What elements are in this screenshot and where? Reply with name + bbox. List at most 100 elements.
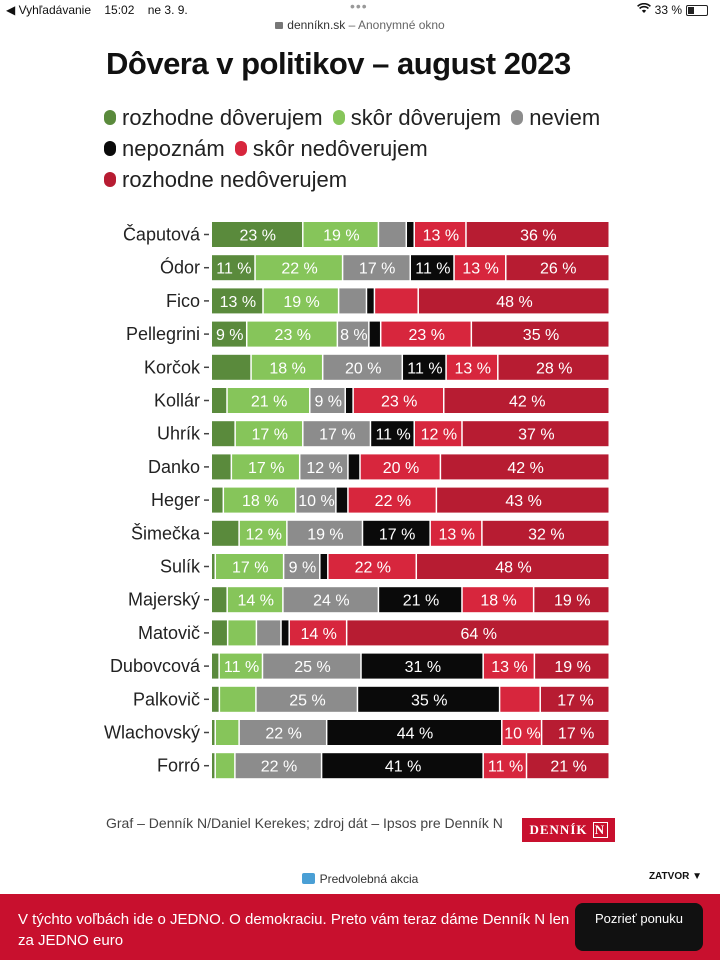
battery-icon [686, 4, 708, 16]
data-label: 23 % [381, 394, 417, 411]
bar-segment [345, 388, 353, 413]
data-label: 17 % [232, 560, 268, 577]
data-label: 23 % [240, 228, 276, 245]
bar-segment [235, 753, 321, 779]
url-text: denníkn.sk [287, 18, 346, 32]
promo-link[interactable]: Predvolebná akcia [0, 872, 720, 886]
lock-icon [275, 22, 284, 29]
bar-segment [263, 288, 338, 314]
back-to-search-link[interactable]: ◀ Vyhľadávanie [6, 3, 92, 17]
bar-segment [348, 454, 360, 480]
data-label: 18 % [269, 360, 305, 377]
bar-segment [212, 454, 231, 480]
bar-segment [235, 421, 303, 447]
data-label: 21 % [550, 759, 586, 776]
wifi-icon [636, 2, 651, 17]
bar-segment [212, 686, 219, 712]
category-label: Čaputová [123, 224, 201, 245]
bar-segment [347, 620, 609, 646]
bar-segment [212, 753, 215, 779]
bar-segment [212, 222, 303, 247]
data-label: 12 % [421, 427, 457, 444]
bar-segment [212, 720, 215, 745]
category-label: Kollár [154, 391, 200, 411]
bar-segment [219, 653, 262, 679]
bar-segment [212, 354, 251, 380]
bar-segment [212, 587, 227, 613]
bar-segment [336, 487, 348, 513]
bar-segment [361, 653, 483, 679]
bar-segment [535, 653, 609, 679]
bar-segment [257, 620, 281, 646]
bar-segment [255, 255, 342, 281]
legend-item: rozhodne dôverujem [104, 102, 323, 133]
bar-segment [375, 288, 418, 314]
bar-segment [502, 720, 541, 745]
data-label: 48 % [496, 294, 532, 311]
legend-item: rozhodne nedôverujem [104, 164, 347, 195]
address-bar[interactable]: denníkn.sk – Anonymné okno [0, 18, 720, 38]
category-label: Korčok [144, 357, 201, 377]
data-label: 41 % [385, 759, 421, 776]
bar-segment [343, 255, 410, 281]
data-label: 13 % [454, 360, 490, 377]
bar-segment [444, 388, 609, 413]
data-label: 36 % [520, 228, 556, 245]
legend-label: skôr dôverujem [350, 105, 502, 130]
data-label: 23 % [409, 327, 445, 344]
data-label: 22 % [281, 261, 317, 278]
data-label: 11 % [488, 759, 523, 776]
legend-swatch [104, 141, 116, 156]
data-label: 48 % [495, 560, 531, 577]
bar-segment [348, 487, 436, 513]
data-label: 18 % [480, 593, 516, 610]
data-label: 42 % [507, 460, 543, 477]
bar-segment [212, 321, 246, 347]
ballot-box-icon [301, 873, 315, 884]
bar-segment [283, 587, 378, 613]
bar-segment [303, 222, 378, 247]
dennik-n-logo[interactable]: DENNÍK N [522, 818, 615, 842]
tab-dots-icon[interactable]: ••• [350, 0, 368, 14]
logo-letter: N [592, 822, 608, 838]
bar-segment [483, 653, 534, 679]
logo-word: DENNÍK [529, 822, 588, 837]
category-label: Pellegrini [126, 324, 200, 344]
data-label: 13 % [220, 294, 256, 311]
promo-label: Predvolebná akcia [319, 872, 419, 886]
bar-segment [379, 587, 462, 613]
data-label: 11 % [407, 360, 442, 377]
data-label: 24 % [313, 593, 349, 610]
data-label: 28 % [536, 360, 572, 377]
data-label: 44 % [397, 726, 433, 743]
bar-segment [454, 255, 506, 281]
bar-segment [328, 554, 416, 579]
category-label: Wlachovský [104, 723, 200, 743]
data-label: 10 % [504, 726, 540, 743]
bar-segment [212, 421, 235, 447]
bar-segment [338, 321, 369, 347]
data-label: 17 % [359, 261, 395, 278]
data-label: 9 % [314, 394, 342, 411]
bar-segment [215, 753, 235, 779]
bar-segment [360, 454, 440, 480]
bar-segment [327, 720, 502, 745]
bar-segment [284, 554, 320, 579]
data-label: 12 % [306, 460, 342, 477]
bar-segment [466, 222, 609, 247]
category-label: Matovič [138, 623, 200, 643]
view-offer-button[interactable]: Pozrieť ponuku [575, 903, 703, 951]
bar-segment [256, 686, 357, 712]
bar-segment [212, 288, 263, 314]
bar-segment [215, 720, 239, 745]
bar-segment [540, 686, 609, 712]
bar-segment [220, 686, 256, 712]
data-label: 14 % [238, 593, 274, 610]
legend-item: skôr nedôverujem [234, 133, 428, 164]
legend-label: nepoznám [122, 136, 225, 161]
data-label: 25 % [289, 692, 325, 709]
bar-segment [483, 753, 526, 779]
bar-segment [212, 554, 215, 579]
close-banner-button[interactable]: ZATVOR ▼ [648, 871, 702, 882]
category-label: Palkovič [133, 689, 200, 709]
